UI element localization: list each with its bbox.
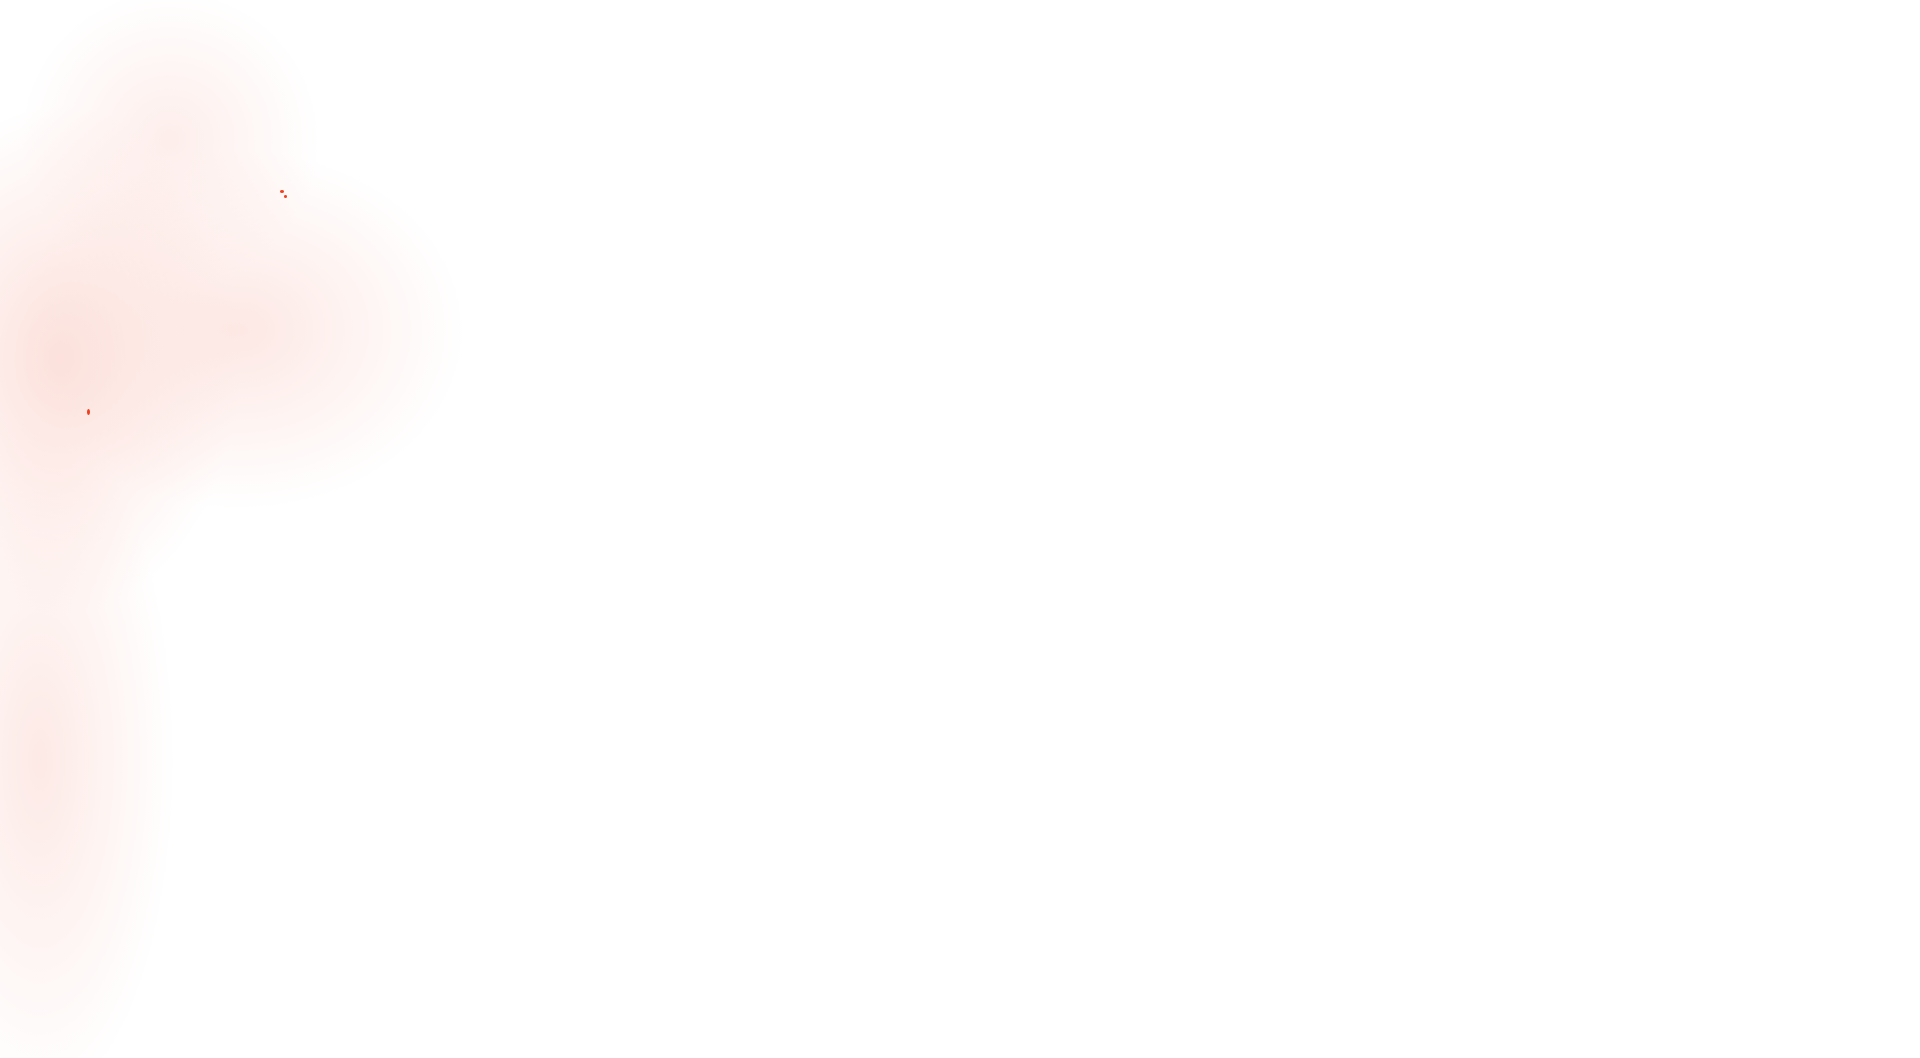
pink-watercolor-wash xyxy=(0,0,560,1058)
red-speck xyxy=(280,190,284,193)
red-speck xyxy=(87,409,90,415)
red-speck xyxy=(284,195,287,198)
